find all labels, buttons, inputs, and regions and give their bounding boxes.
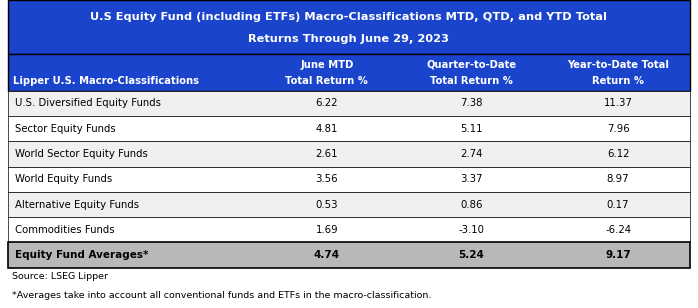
Text: World Sector Equity Funds: World Sector Equity Funds (15, 149, 148, 159)
Text: 3.56: 3.56 (315, 174, 338, 184)
Text: -6.24: -6.24 (605, 225, 631, 235)
Text: 5.24: 5.24 (459, 250, 484, 260)
Text: Total Return %: Total Return % (430, 75, 513, 86)
Text: 7.38: 7.38 (461, 99, 483, 108)
Text: 6.22: 6.22 (315, 99, 338, 108)
Text: 5.11: 5.11 (461, 124, 483, 134)
Text: -3.10: -3.10 (459, 225, 484, 235)
Text: 9.17: 9.17 (605, 250, 631, 260)
Text: 2.61: 2.61 (315, 149, 338, 159)
Text: 0.86: 0.86 (461, 200, 483, 209)
Text: 1.69: 1.69 (315, 225, 338, 235)
Text: 0.17: 0.17 (607, 200, 630, 209)
Text: Quarter-to-Date: Quarter-to-Date (426, 60, 517, 70)
Text: 3.37: 3.37 (461, 174, 483, 184)
Text: 11.37: 11.37 (604, 99, 632, 108)
Text: Year-to-Date Total: Year-to-Date Total (567, 60, 669, 70)
Text: U.S Equity Fund (including ETFs) Macro-Classifications MTD, QTD, and YTD Total: U.S Equity Fund (including ETFs) Macro-C… (91, 12, 607, 22)
Text: 6.12: 6.12 (607, 149, 630, 159)
Text: 4.81: 4.81 (315, 124, 338, 134)
Text: 2.74: 2.74 (461, 149, 483, 159)
Text: U.S. Diversified Equity Funds: U.S. Diversified Equity Funds (15, 99, 161, 108)
Text: Return %: Return % (592, 75, 644, 86)
Text: June MTD: June MTD (300, 60, 354, 70)
Text: World Equity Funds: World Equity Funds (15, 174, 112, 184)
Text: Source: LSEG Lipper: Source: LSEG Lipper (12, 272, 108, 282)
Text: 4.74: 4.74 (314, 250, 340, 260)
Text: Lipper U.S. Macro-Classifications: Lipper U.S. Macro-Classifications (13, 75, 198, 86)
Text: Equity Fund Averages*: Equity Fund Averages* (15, 250, 149, 260)
Text: 7.96: 7.96 (607, 124, 630, 134)
Text: Commodities Funds: Commodities Funds (15, 225, 115, 235)
Text: 8.97: 8.97 (607, 174, 630, 184)
Text: Sector Equity Funds: Sector Equity Funds (15, 124, 116, 134)
Text: Returns Through June 29, 2023: Returns Through June 29, 2023 (248, 34, 450, 44)
Text: 0.53: 0.53 (315, 200, 338, 209)
Text: Total Return %: Total Return % (285, 75, 369, 86)
Text: *Averages take into account all conventional funds and ETFs in the macro-classif: *Averages take into account all conventi… (12, 291, 431, 300)
Text: Alternative Equity Funds: Alternative Equity Funds (15, 200, 140, 209)
